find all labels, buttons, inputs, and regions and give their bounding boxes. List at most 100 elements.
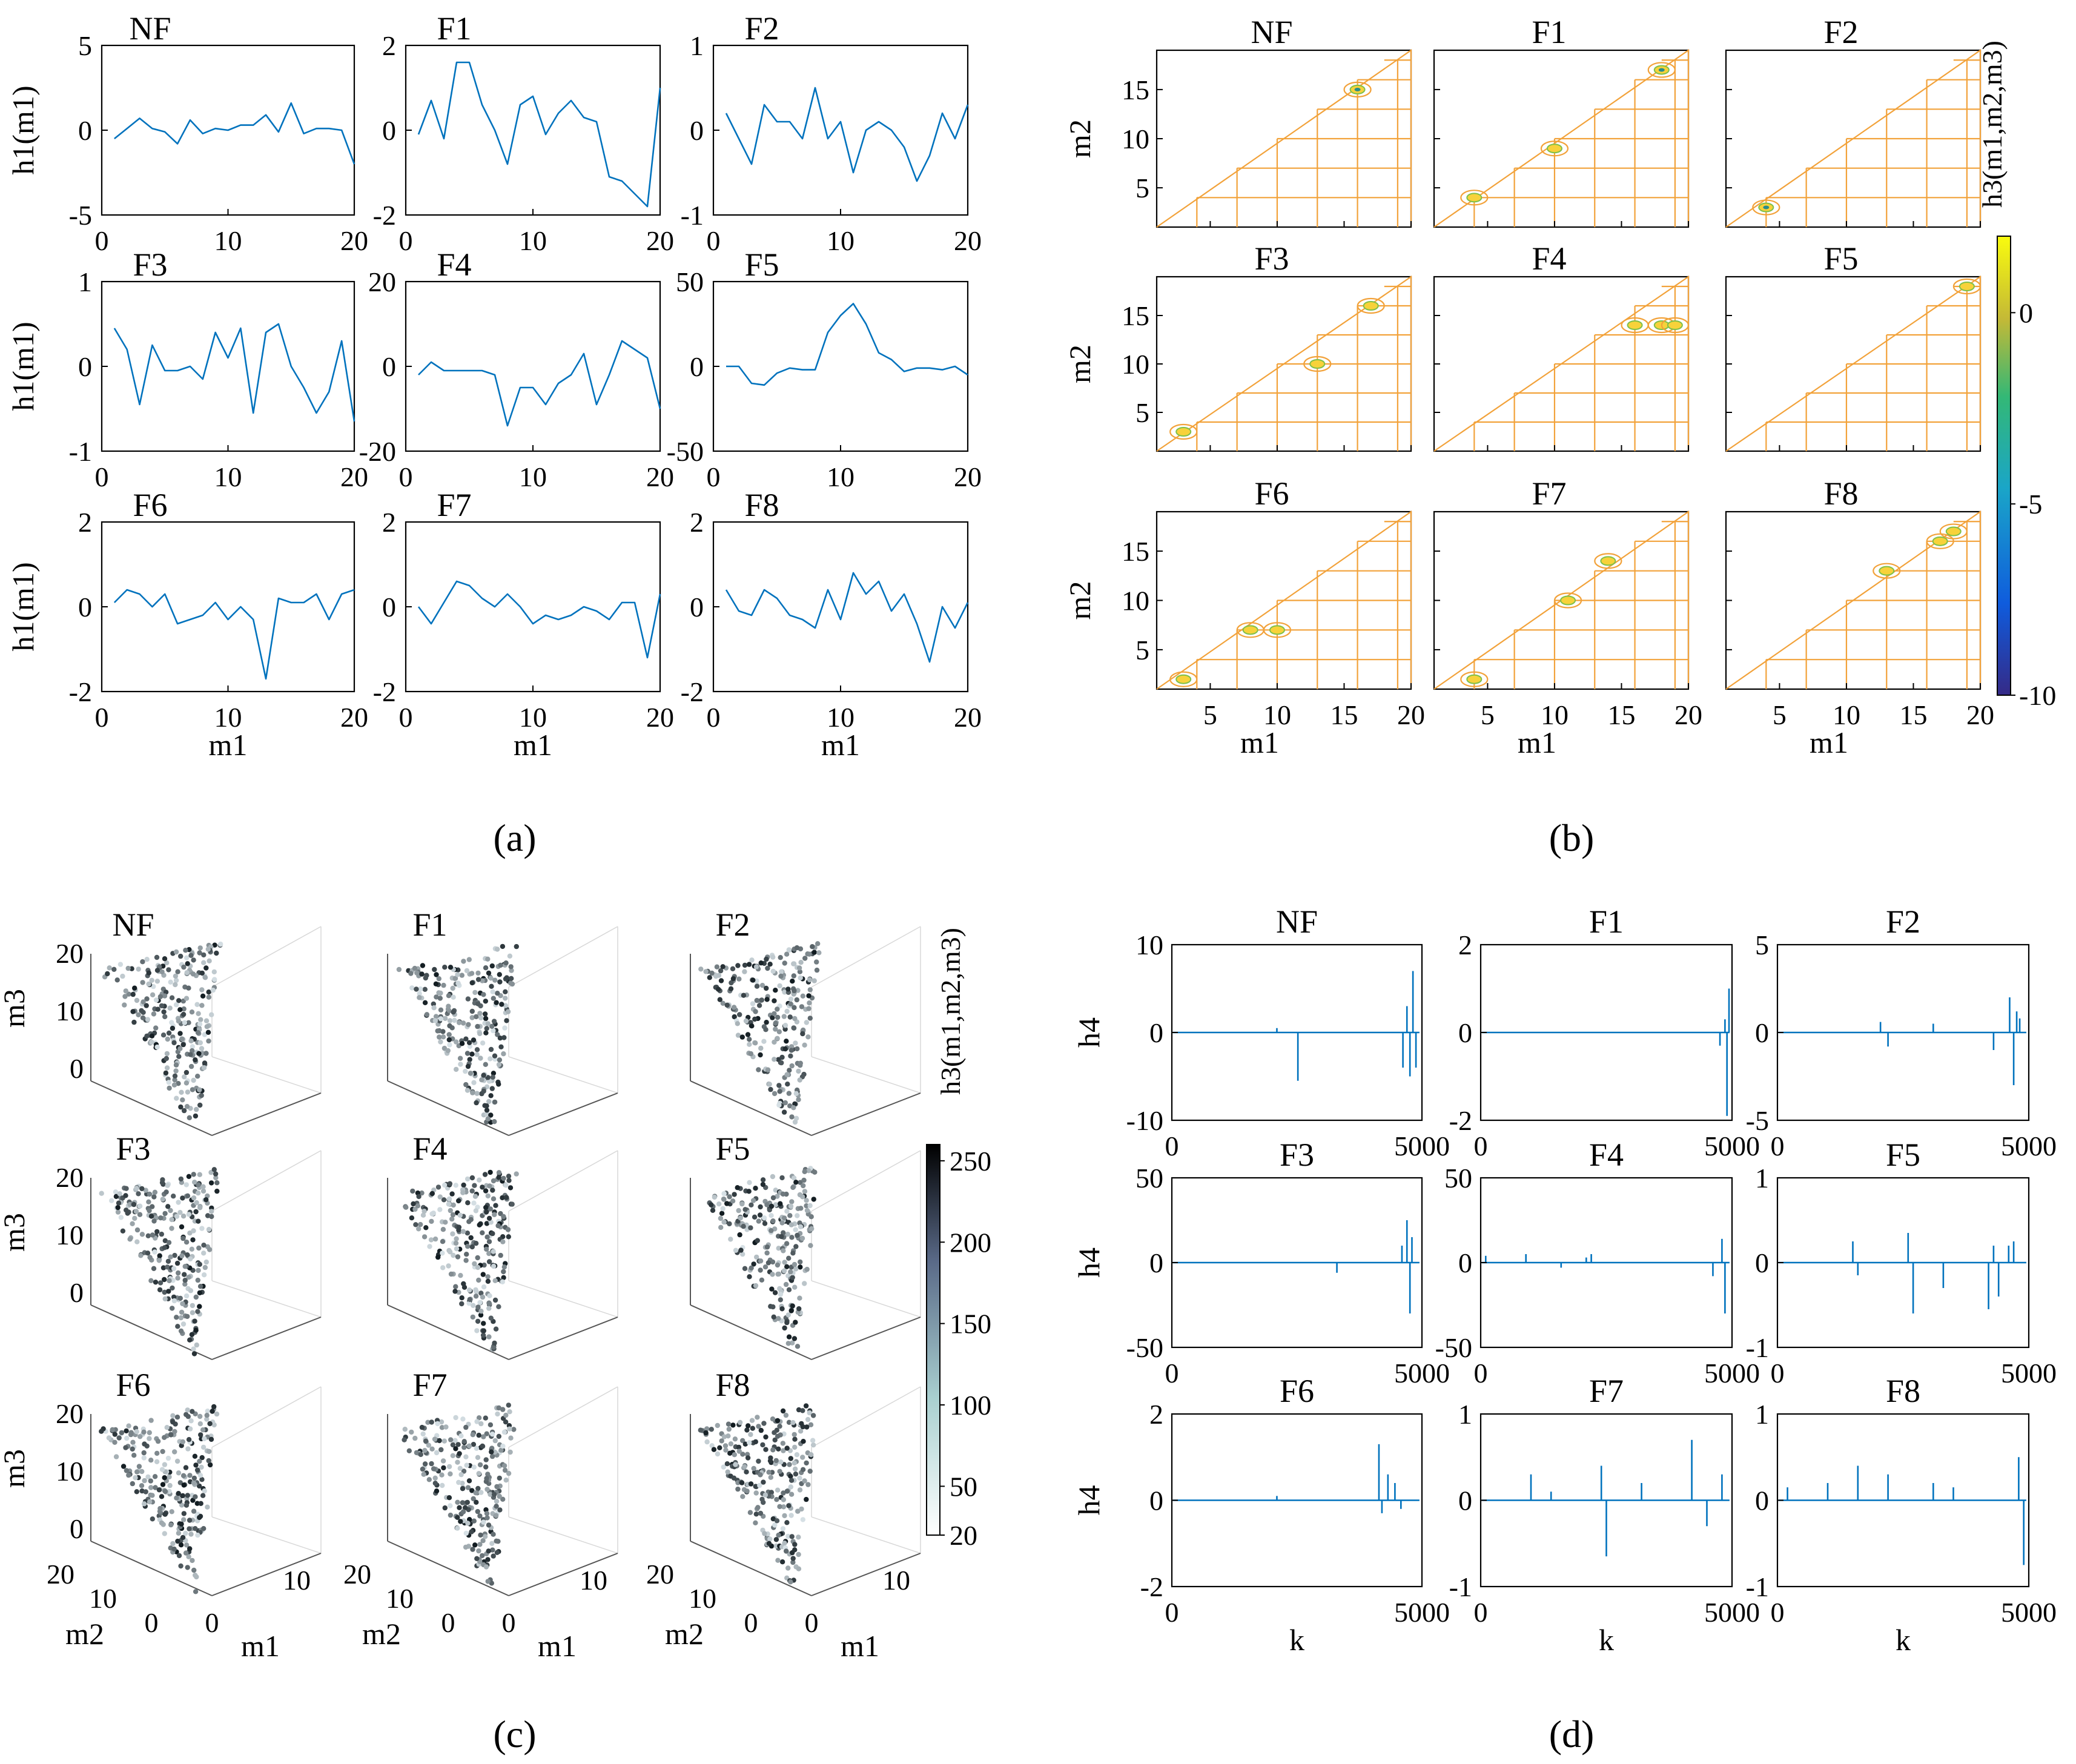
scatter-point [200, 1493, 206, 1498]
scatter-point [160, 1197, 165, 1202]
scatter-point [732, 1436, 738, 1442]
scatter-point [159, 1467, 165, 1472]
scatter-point [403, 1204, 409, 1210]
scatter-point [753, 1283, 759, 1289]
scatter-point [165, 1455, 171, 1461]
scatter-point [113, 1194, 119, 1200]
scatter-point [474, 1091, 480, 1096]
m2-tick-label: 10 [386, 1583, 414, 1614]
scatter-point [460, 1229, 466, 1234]
scatter-point [197, 1459, 202, 1464]
scatter-point [454, 1246, 460, 1252]
scatter-point [414, 970, 420, 976]
colorbar-tick-label: 250 [950, 1146, 991, 1177]
x-tick-label: 5000 [2001, 1131, 2057, 1161]
contour-ring [1594, 553, 1622, 569]
scatter-point [156, 1487, 162, 1493]
scatter-point [778, 1459, 784, 1465]
scatter-point [181, 964, 187, 970]
scatter-point [121, 1464, 127, 1469]
scatter-point [202, 1488, 207, 1494]
scatter-point [474, 1556, 480, 1561]
scatter-point [509, 976, 514, 982]
y-tick-label: 0 [1149, 1017, 1163, 1048]
scatter-point [508, 964, 514, 970]
m1-tick-label: 0 [205, 1607, 219, 1638]
scatter-point [191, 1567, 197, 1573]
scatter-point [168, 1522, 174, 1528]
scatter-point [507, 1185, 514, 1191]
subplot-title: F6 [116, 1367, 150, 1403]
y-tick-label: -1 [1746, 1332, 1769, 1363]
scatter-point [469, 1488, 475, 1493]
scatter-point [458, 1062, 463, 1067]
scatter-point [432, 1481, 438, 1486]
scatter-point [501, 1175, 506, 1181]
scatter-point [777, 1089, 782, 1094]
scatter-point [723, 1447, 729, 1453]
scatter-point [775, 1014, 781, 1020]
scatter-point [471, 1080, 477, 1086]
contour-peak [1269, 625, 1285, 635]
scatter-point [159, 1231, 164, 1237]
scatter-point [489, 1086, 495, 1091]
scatter-point [494, 1504, 499, 1509]
scatter-point [797, 1487, 803, 1493]
contour-ring [1926, 533, 1954, 549]
scatter-point [169, 1509, 174, 1515]
scatter-point [196, 1245, 202, 1251]
scatter-point [145, 1017, 151, 1022]
scatter-point [454, 1066, 459, 1072]
scatter-point [160, 1032, 167, 1038]
scatter-point [481, 1072, 486, 1078]
scatter-point [197, 1421, 203, 1427]
scatter-point [179, 1224, 185, 1230]
x-tick-label: 5000 [1394, 1131, 1450, 1161]
scatter-point [181, 1517, 187, 1522]
subplot-c-F5: F5 [690, 1131, 921, 1360]
scatter-point [197, 1261, 202, 1267]
scatter-point [484, 1246, 489, 1252]
scatter-point [190, 1409, 195, 1414]
scatter-point [768, 1455, 773, 1461]
scatter-point [459, 1041, 465, 1046]
scatter-point [180, 1097, 185, 1103]
scatter-point [114, 977, 120, 983]
scatter-point [195, 1309, 200, 1314]
scatter-point [150, 1493, 155, 1498]
scatter-point [769, 1213, 774, 1218]
scatter-point [154, 1450, 160, 1456]
scatter-point [474, 1047, 480, 1052]
scatter-point [478, 1532, 483, 1538]
scatter-point [495, 1223, 501, 1229]
series-line [417, 61, 661, 208]
scatter-point [770, 1195, 776, 1201]
scatter-point [178, 953, 183, 959]
scatter-point [466, 957, 472, 962]
y-tick-label: -5 [1746, 1105, 1769, 1136]
scatter-point [715, 1422, 721, 1429]
scatter-point [186, 1275, 191, 1280]
scatter-point [762, 1264, 769, 1270]
scatter-point [755, 1415, 760, 1420]
scatter-point [452, 1017, 457, 1023]
scatter-point [788, 1048, 795, 1053]
scatter-point [735, 1185, 740, 1191]
y-tick-label: -10 [1126, 1105, 1163, 1136]
scatter-point [799, 1506, 804, 1512]
scatter-point [448, 1471, 453, 1477]
scatter-point [755, 1505, 761, 1510]
scatter-point [165, 1204, 171, 1209]
m1-axis-label: m1 [538, 1629, 577, 1663]
scatter-point [134, 997, 140, 1003]
scatter-point [437, 996, 443, 1001]
scatter-point [497, 1507, 503, 1513]
scatter-point [749, 1265, 754, 1271]
scatter-point [486, 1548, 491, 1554]
scatter-point [157, 1280, 164, 1286]
scatter-point [790, 1303, 795, 1309]
scatter-point [453, 1183, 458, 1188]
